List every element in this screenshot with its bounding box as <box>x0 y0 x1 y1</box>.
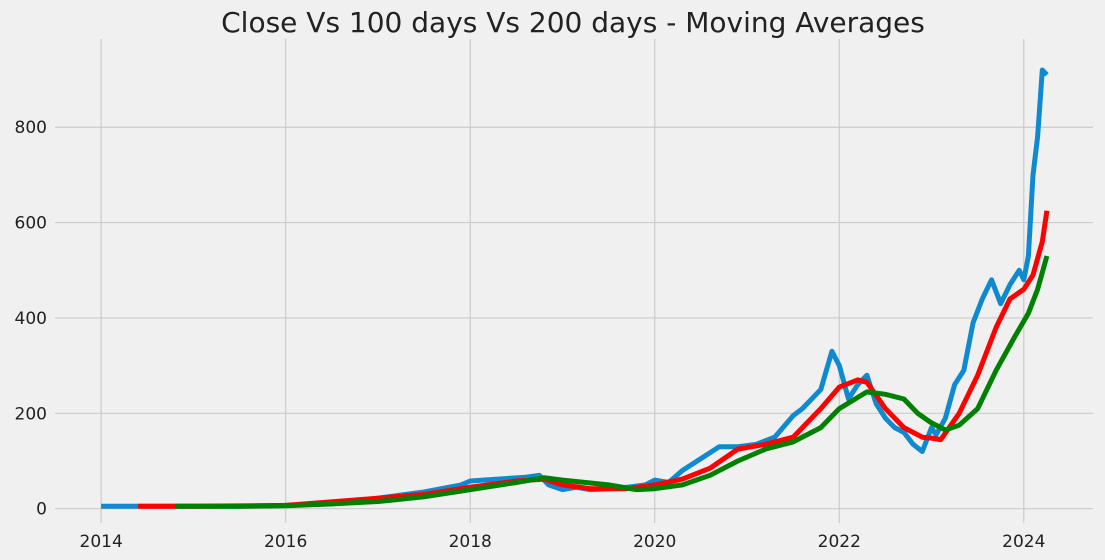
tick-labels: 2014 2016 2018 2020 2022 2024 0 200 400 600 800 <box>15 118 1046 552</box>
x-tick-label: 2024 <box>1002 532 1045 552</box>
series-line-1 <box>101 67 1049 509</box>
y-tick-label: 200 <box>15 404 47 424</box>
y-tick-label: 400 <box>15 309 47 329</box>
chart-title: Close Vs 100 days Vs 200 days - Moving A… <box>221 6 925 39</box>
y-tick-label: 600 <box>15 214 47 234</box>
y-tick-label: 0 <box>36 500 47 520</box>
series-line-3 <box>174 255 1050 509</box>
x-tick-label: 2020 <box>633 532 676 552</box>
x-tick-label: 2016 <box>264 532 307 552</box>
x-tick-label: 2014 <box>80 532 123 552</box>
series-layer <box>101 67 1050 509</box>
x-tick-label: 2022 <box>818 532 861 552</box>
y-tick-label: 800 <box>15 118 47 138</box>
x-tick-label: 2018 <box>449 532 492 552</box>
